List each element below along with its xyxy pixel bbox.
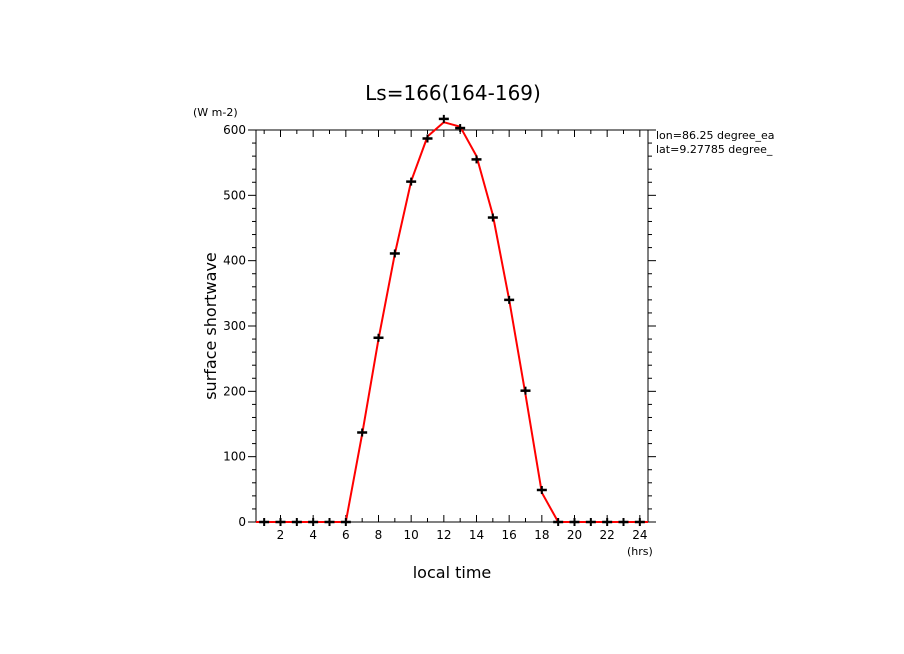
- data-marker: [618, 518, 629, 526]
- y-tick-label: 100: [223, 450, 246, 464]
- x-tick-label: 10: [404, 528, 419, 542]
- x-tick-label: 16: [502, 528, 517, 542]
- data-marker: [585, 518, 596, 526]
- data-marker: [471, 155, 482, 164]
- plot-frame: [255, 129, 649, 523]
- x-tick-label: 12: [436, 528, 451, 542]
- x-tick-label: 24: [632, 528, 647, 542]
- x-tick-label: 20: [567, 528, 582, 542]
- data-marker: [569, 518, 580, 526]
- data-marker: [357, 428, 368, 437]
- data-marker: [553, 518, 564, 526]
- y-tick-label: 500: [223, 188, 246, 202]
- data-marker: [389, 249, 400, 258]
- data-marker: [308, 518, 319, 526]
- data-marker: [520, 386, 531, 395]
- data-marker: [634, 518, 645, 526]
- data-marker: [259, 518, 270, 526]
- lon-annotation: lon=86.25 degree_ea: [656, 129, 775, 142]
- y-tick-label: 0: [238, 515, 246, 529]
- x-tick-label: 8: [375, 528, 383, 542]
- data-marker: [438, 114, 449, 123]
- series-line: [256, 121, 648, 523]
- x-tick-label: 6: [342, 528, 350, 542]
- x-tick-label: 22: [600, 528, 615, 542]
- data-marker: [504, 295, 515, 304]
- data-marker: [291, 518, 302, 526]
- data-marker: [324, 518, 335, 526]
- data-marker: [602, 518, 613, 526]
- x-unit-label: (hrs): [627, 545, 653, 558]
- x-axis-label: local time: [413, 563, 492, 582]
- data-marker: [487, 213, 498, 222]
- x-tick-label: 18: [534, 528, 549, 542]
- data-marker: [373, 333, 384, 342]
- data-marker: [340, 518, 351, 526]
- y-tick-label: 600: [223, 123, 246, 137]
- data-marker: [536, 485, 547, 494]
- data-marker: [275, 518, 286, 526]
- y-tick-label: 200: [223, 384, 246, 398]
- x-tick-label: 4: [309, 528, 317, 542]
- y-unit-label: (W m-2): [193, 106, 238, 119]
- y-tick-label: 400: [223, 254, 246, 268]
- chart-title: Ls=166(164-169): [365, 81, 541, 105]
- data-marker: [406, 177, 417, 186]
- y-tick-label: 300: [223, 319, 246, 333]
- x-tick-label: 2: [277, 528, 285, 542]
- y-axis-label: surface shortwave: [201, 252, 220, 400]
- data-marker: [455, 124, 466, 133]
- lat-annotation: lat=9.27785 degree_: [656, 143, 773, 156]
- data-marker: [422, 134, 433, 143]
- x-tick-label: 14: [469, 528, 484, 542]
